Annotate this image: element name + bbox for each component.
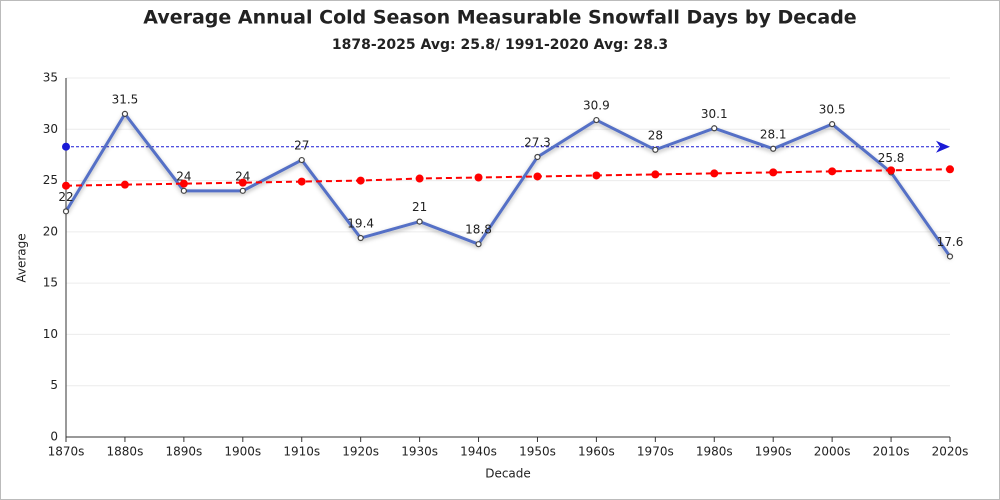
x-tick-label: 2020s	[932, 445, 969, 459]
trend-point	[592, 171, 601, 180]
data-label: 18.8	[465, 223, 492, 237]
y-tick-label: 25	[43, 173, 58, 187]
data-label: 31.5	[112, 92, 139, 106]
y-axis-label: Average	[15, 233, 29, 282]
data-label: 30.9	[583, 99, 610, 113]
trend-point	[769, 168, 778, 177]
data-label: 19.4	[347, 217, 374, 231]
x-tick-label: 1980s	[696, 445, 733, 459]
chart-subtitle: 1878-2025 Avg: 25.8/ 1991-2020 Avg: 28.3	[332, 37, 668, 53]
reference-start	[62, 142, 70, 151]
point	[475, 241, 482, 248]
trend-point	[710, 169, 719, 178]
trend-point	[533, 172, 542, 181]
trend-point	[238, 178, 247, 187]
y-tick-label: 10	[43, 327, 58, 341]
x-tick-label: 2010s	[873, 445, 910, 459]
trend-point	[651, 170, 660, 179]
data-label: 24	[235, 169, 250, 183]
data-label: 24	[176, 169, 191, 183]
trend-point	[828, 167, 837, 176]
series-line	[65, 168, 951, 187]
x-tick-label: 1920s	[342, 445, 379, 459]
data-label: 27	[294, 139, 309, 153]
x-tick-label: 1970s	[637, 445, 674, 459]
x-axis-label: Decade	[485, 467, 531, 481]
series-line	[64, 111, 952, 258]
x-tick-label: 1930s	[401, 445, 438, 459]
point	[534, 153, 541, 161]
point	[652, 146, 659, 153]
trend-point	[415, 174, 424, 183]
point	[829, 121, 836, 128]
trend-point	[297, 177, 306, 186]
point	[711, 125, 718, 132]
point	[298, 156, 305, 164]
y-tick-label: 35	[43, 71, 58, 85]
point	[593, 116, 600, 124]
reference-arrow	[936, 140, 950, 153]
point	[416, 218, 423, 225]
data-label: 28.1	[760, 127, 787, 141]
x-tick-label: 1990s	[755, 445, 792, 459]
point	[121, 110, 129, 118]
x-tick-label: 1890s	[165, 445, 202, 459]
trend-point	[62, 181, 70, 190]
data-label: 27.3	[524, 135, 551, 149]
x-tick-label: 1870s	[48, 445, 85, 459]
trend-point	[356, 176, 365, 185]
y-tick-label: 0	[50, 430, 58, 444]
data-label: 25.8	[878, 151, 905, 165]
chart-title: Average Annual Cold Season Measurable Sn…	[143, 7, 856, 29]
y-tick-label: 15	[43, 276, 58, 290]
data-label: 17.6	[937, 235, 964, 249]
x-tick-label: 1880s	[107, 445, 144, 459]
data-label: 21	[412, 200, 427, 214]
trend-point	[946, 165, 954, 174]
data-label: 30.5	[819, 103, 846, 117]
data-label: 22	[58, 190, 73, 204]
point	[946, 253, 954, 260]
point	[357, 234, 364, 242]
x-tick-label: 1940s	[460, 445, 497, 459]
trend-point	[887, 166, 896, 175]
point	[62, 208, 70, 215]
x-tick-label: 1900s	[224, 445, 261, 459]
trend-point	[474, 173, 483, 182]
y-tick-label: 5	[50, 378, 58, 392]
point	[770, 145, 777, 152]
trend-point	[120, 180, 129, 189]
point	[239, 187, 246, 194]
y-tick-label: 30	[43, 122, 58, 136]
y-tick-label: 20	[43, 224, 58, 238]
x-tick-label: 1950s	[519, 445, 556, 459]
point	[180, 187, 187, 194]
data-label: 28	[648, 128, 663, 142]
trend-point	[179, 179, 188, 188]
x-tick-label: 1910s	[283, 445, 320, 459]
x-tick-label: 1960s	[578, 445, 615, 459]
data-label: 30.1	[701, 107, 728, 121]
x-tick-label: 2000s	[814, 445, 851, 459]
